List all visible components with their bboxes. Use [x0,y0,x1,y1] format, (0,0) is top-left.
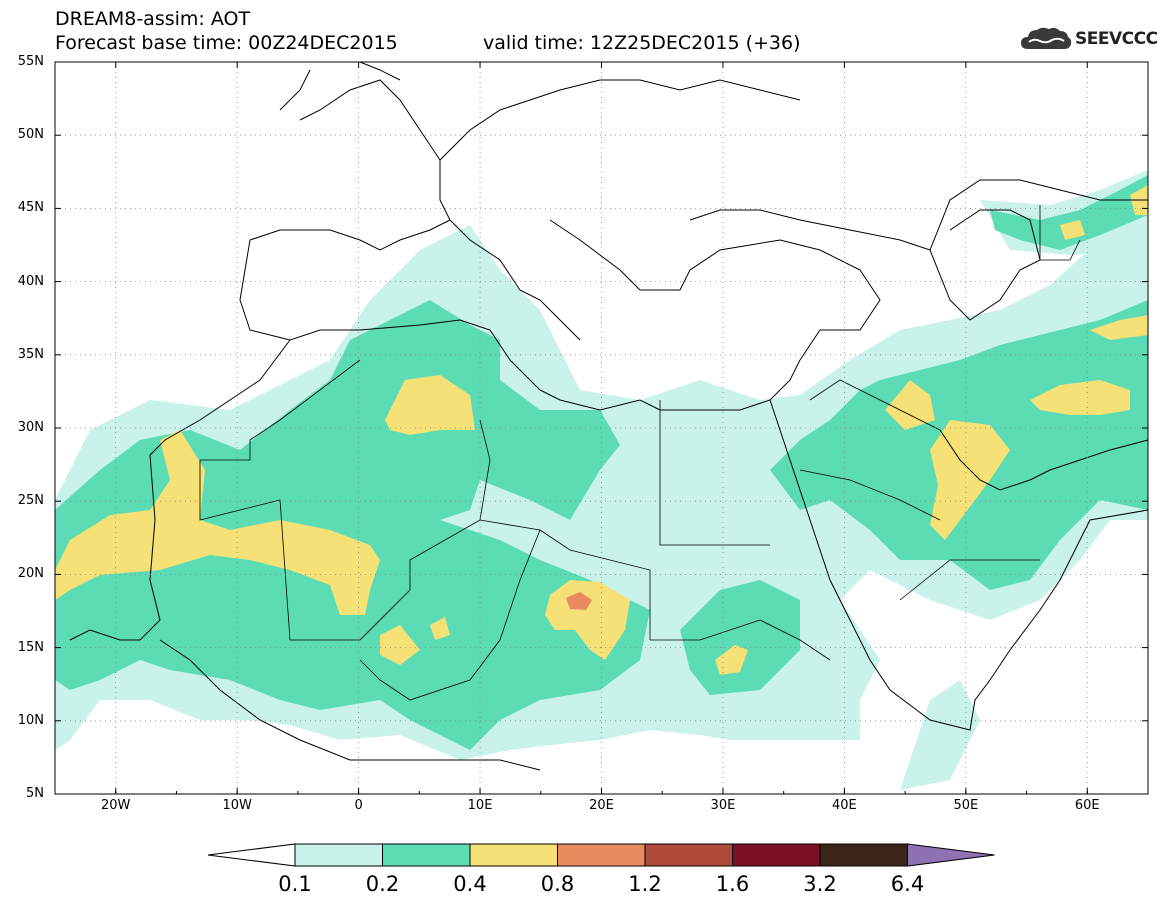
forecast-times: Forecast base time: 00Z24DEC2015 valid ti… [55,32,801,54]
lat-label: 35N [17,346,44,362]
colorbar-label: 0.2 [365,872,400,896]
colorbar-swatch [557,843,646,867]
map-title: DREAM8-assim: AOT [55,8,251,30]
lon-label: 20W [101,798,131,813]
colorbar-arrow-high [907,843,995,867]
logo-text: SEEVCCC [1075,29,1158,49]
axis-ticks [54,61,1149,795]
lat-label: 20N [17,566,44,582]
lat-label: 15N [17,639,44,655]
colorbar-label: 0.8 [540,872,575,896]
lat-label: 45N [17,200,44,216]
colorbar-swatch [294,843,383,867]
colorbar-label: 1.6 [715,872,750,896]
aot-contour-0.8 [566,592,592,610]
colorbar-label: 6.4 [890,872,925,896]
aot-field [55,62,1148,794]
lat-label: 5N [26,786,44,801]
colorbar-label: 0.4 [453,872,487,896]
lon-label: 10W [222,798,252,813]
base-time: Forecast base time: 00Z24DEC2015 [55,32,398,54]
coastlines [69,62,1148,771]
lon-label: 60E [1074,798,1100,813]
aot-contour-0.4 [55,185,1148,675]
lat-label: 10N [17,712,44,728]
colorbar-arrow-low [207,843,296,867]
colorbar-swatch [644,843,733,867]
colorbar-label: 3.2 [803,872,837,896]
colorbar-label: 0.1 [278,872,312,896]
lat-label: 25N [17,493,44,509]
lon-label: 50E [953,798,979,813]
colorbar-swatch [732,843,821,867]
cloud-icon [1021,27,1072,49]
lon-label: 0 [354,798,363,813]
graticule [55,62,1148,794]
colorbar-swatch [382,843,471,867]
lon-label: 30E [710,798,736,813]
lon-label: 10E [467,798,493,813]
lat-label: 30N [17,420,44,435]
lon-label: 20E [589,798,614,813]
valid-time: valid time: 12Z25DEC2015 (+36) [483,32,801,54]
lat-label: 50N [17,127,44,143]
country-borders [199,205,1081,701]
colorbar-label: 1.2 [628,872,662,896]
lon-label: 40E [831,798,857,813]
colorbar-swatch [469,843,558,867]
lat-label: 40N [17,273,44,289]
colorbar [207,843,995,867]
colorbar-swatch [819,843,908,867]
seevccc-logo: SEEVCCC [1020,25,1158,53]
lat-label: 55N [17,54,44,69]
